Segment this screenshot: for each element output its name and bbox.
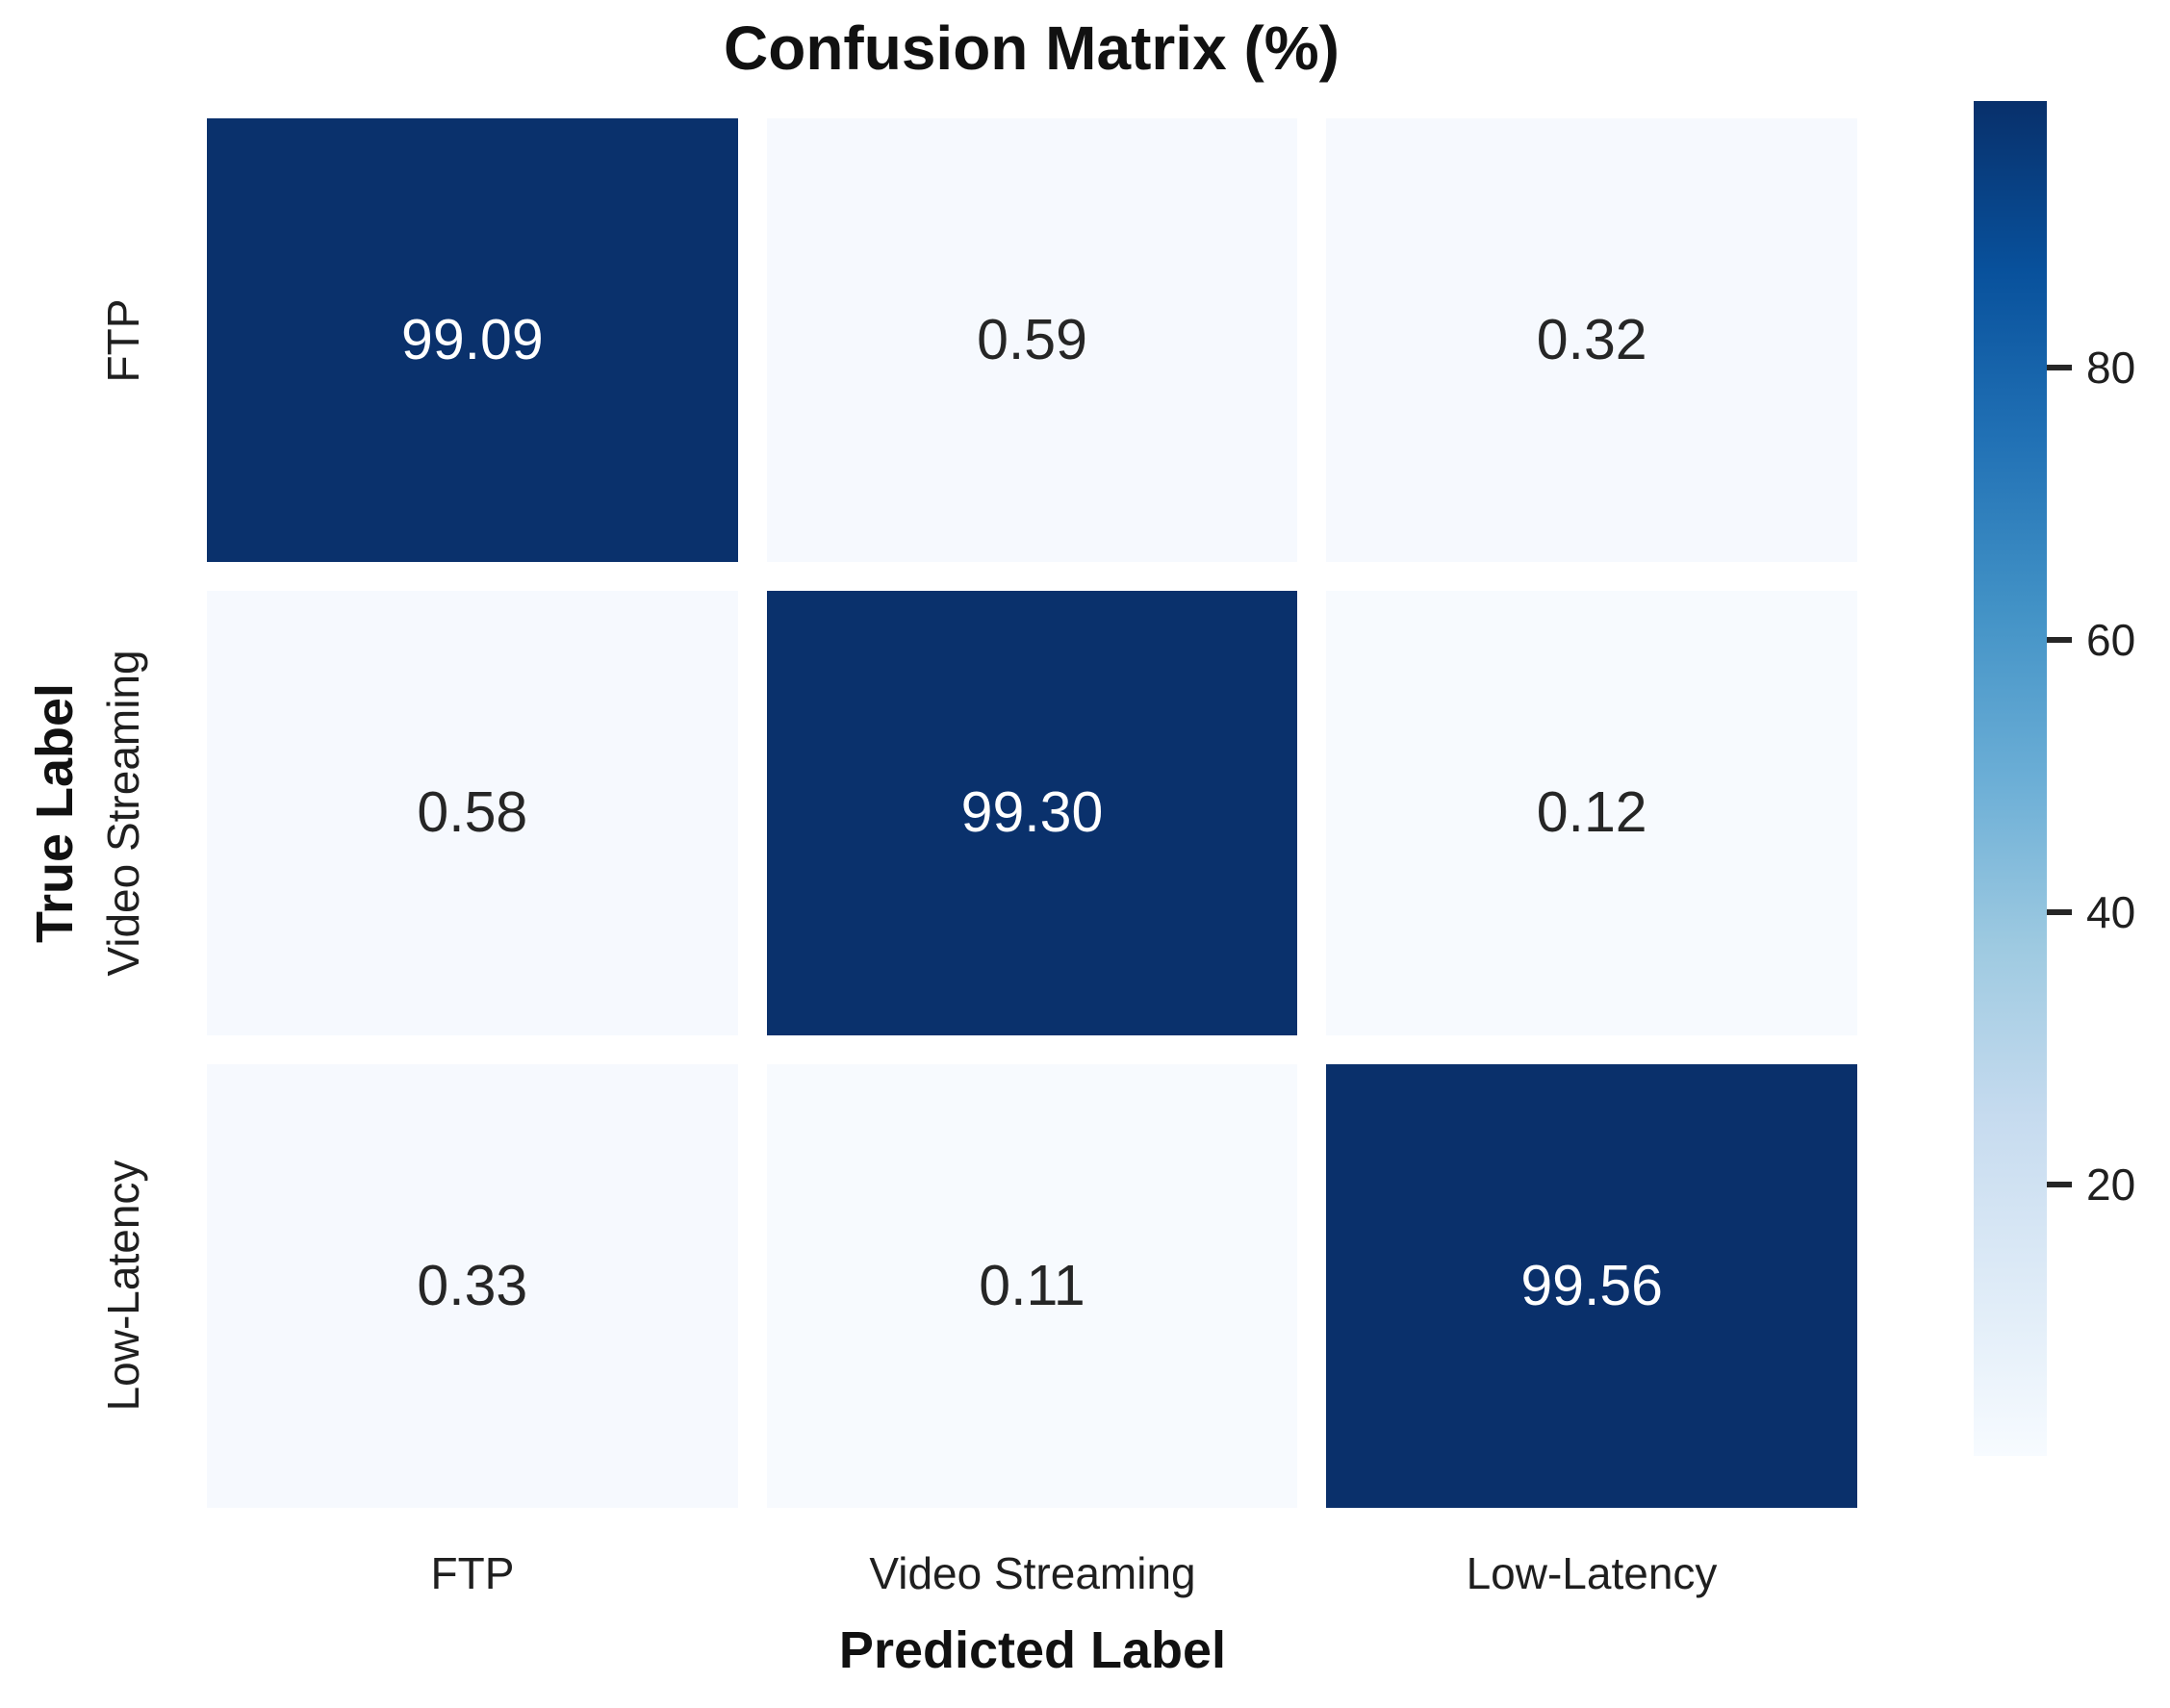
cell-value: 99.56 (1520, 1253, 1663, 1317)
colorbar-tick-80 (2047, 365, 2072, 370)
colorbar-ticklabel-80: 80 (2086, 343, 2136, 393)
matrix-cell-r1c1: 99.30 (766, 591, 1298, 1035)
colorbar-tick-60 (2047, 637, 2072, 643)
colorbar-tick-40 (2047, 909, 2072, 915)
cell-value: 0.33 (417, 1253, 528, 1317)
colorbar-ticklabel-60: 60 (2086, 615, 2136, 665)
cell-value: 0.59 (977, 308, 1087, 372)
colorbar-ticklabel-20: 20 (2086, 1160, 2136, 1210)
x-tick-low-latency: Low-Latency (1466, 1548, 1718, 1598)
cell-value: 0.11 (979, 1253, 1085, 1317)
matrix-cell-r2c2: 99.56 (1326, 1063, 1857, 1508)
x-tick-video-streaming: Video Streaming (869, 1548, 1196, 1598)
matrix-cell-r0c1: 0.59 (766, 118, 1298, 563)
y-tick-low-latency: Low-Latency (98, 1160, 148, 1412)
x-tick-ftp: FTP (430, 1548, 515, 1598)
y-tick-video-streaming: Video Streaming (98, 650, 148, 977)
matrix-cell-r1c2: 0.12 (1326, 591, 1857, 1035)
colorbar-ticklabel-40: 40 (2086, 887, 2136, 937)
cell-value: 0.32 (1536, 308, 1647, 372)
matrix-cell-r0c0: 99.09 (207, 118, 738, 563)
matrix-cell-r0c2: 0.32 (1326, 118, 1857, 563)
matrix-cell-r2c1: 0.11 (766, 1063, 1298, 1508)
cell-value: 0.58 (417, 780, 528, 845)
y-tick-ftp: FTP (98, 298, 148, 383)
cell-value: 99.09 (401, 308, 544, 372)
matrix-cell-r1c0: 0.58 (207, 591, 738, 1035)
colorbar-gradient (1974, 101, 2047, 1456)
heatmap-grid: 99.09 0.59 0.32 0.58 99.30 0.12 0.33 0.1… (207, 118, 1857, 1508)
chart-title: Confusion Matrix (%) (724, 13, 1340, 83)
y-axis-label: True Label (26, 682, 84, 944)
cell-value: 0.12 (1536, 780, 1647, 845)
cell-value: 99.30 (960, 780, 1104, 845)
matrix-cell-r2c0: 0.33 (207, 1063, 738, 1508)
x-axis-label: Predicted Label (838, 1621, 1227, 1679)
colorbar-tick-20 (2047, 1182, 2072, 1187)
